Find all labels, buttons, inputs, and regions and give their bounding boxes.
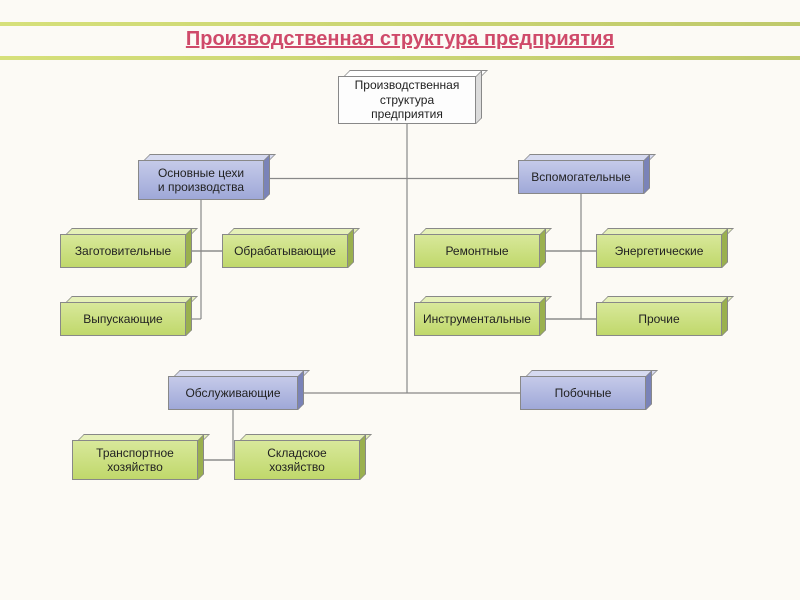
node-label: Энергетические bbox=[615, 244, 704, 258]
node-label: Основные цехии производства bbox=[158, 166, 244, 195]
node-label: Обслуживающие bbox=[185, 386, 280, 400]
node-tra: Транспортноехозяйство bbox=[72, 434, 204, 480]
page-title-wrap: Производственная структура предприятия bbox=[0, 28, 800, 53]
node-label: Обрабатывающие bbox=[234, 244, 336, 258]
node-label: Ремонтные bbox=[445, 244, 508, 258]
node-label: Выпускающие bbox=[83, 312, 162, 326]
node-label: Производственнаяструктурапредприятия bbox=[355, 78, 460, 121]
node-label: Побочные bbox=[555, 386, 612, 400]
node-zag: Заготовительные bbox=[60, 228, 192, 268]
node-side: Побочные bbox=[520, 370, 652, 410]
node-obr: Обрабатывающие bbox=[222, 228, 354, 268]
node-label: Заготовительные bbox=[75, 244, 171, 258]
title-accent-top bbox=[0, 22, 800, 26]
page-title: Производственная структура предприятия bbox=[186, 28, 614, 53]
node-label: Складскоехозяйство bbox=[267, 446, 326, 475]
node-pro: Прочие bbox=[596, 296, 728, 336]
node-label: Транспортноехозяйство bbox=[96, 446, 174, 475]
node-vyp: Выпускающие bbox=[60, 296, 192, 336]
node-root: Производственнаяструктурапредприятия bbox=[338, 70, 482, 124]
node-main: Основные цехии производства bbox=[138, 154, 270, 200]
node-ins: Инструментальные bbox=[414, 296, 546, 336]
node-label: Вспомогательные bbox=[531, 170, 630, 184]
node-label: Инструментальные bbox=[423, 312, 531, 326]
node-skl: Складскоехозяйство bbox=[234, 434, 366, 480]
node-serv: Обслуживающие bbox=[168, 370, 304, 410]
node-rem: Ремонтные bbox=[414, 228, 546, 268]
node-aux: Вспомогательные bbox=[518, 154, 650, 194]
node-ene: Энергетические bbox=[596, 228, 728, 268]
node-label: Прочие bbox=[638, 312, 679, 326]
title-accent-bottom bbox=[0, 56, 800, 60]
